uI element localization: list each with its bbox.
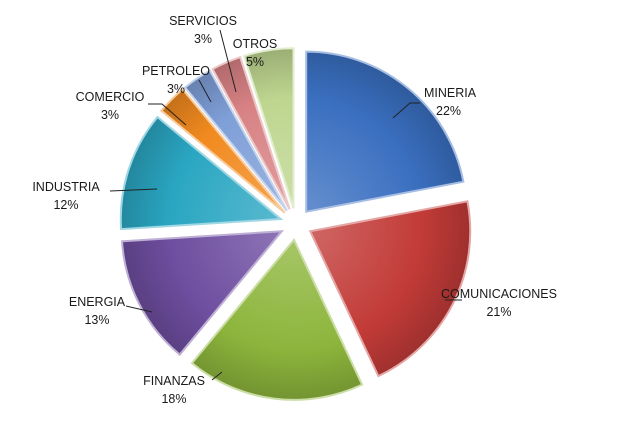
slice-name-label: MINERIA: [424, 86, 477, 100]
slice-label-comunicaciones: COMUNICACIONES 21%: [441, 287, 557, 319]
slice-name-label: FINANZAS: [143, 374, 205, 388]
leader-line-mineria: [392, 102, 420, 119]
slice-value-label: 12%: [53, 198, 78, 212]
leader-line-comercio: [148, 103, 187, 126]
pie-slice-finanzas: [190, 238, 364, 401]
pie-slice-mineria: [305, 50, 465, 213]
slice-label-servicios: SERVICIOS 3%: [169, 14, 237, 46]
slice-value-label: 3%: [101, 108, 119, 122]
pie-slice-comunicaciones: [308, 200, 472, 378]
leader-line-industria: [109, 188, 158, 192]
pie-slice-petroleo: [183, 69, 288, 212]
leader-line-finanzas: [211, 371, 223, 381]
pie-slice-servicios: [211, 55, 291, 210]
slice-value-label: 5%: [246, 55, 264, 69]
pie-slice-otros: [242, 47, 295, 209]
slice-value-label: 3%: [167, 82, 185, 96]
slice-label-petroleo: PETROLEO 3%: [142, 64, 210, 96]
slice-label-energia: ENERGIA 13%: [69, 295, 126, 327]
slice-name-label: PETROLEO: [142, 64, 210, 78]
slices-layer: [119, 47, 472, 401]
slice-label-comercio: COMERCIO 3%: [76, 90, 145, 122]
pie-slice-comercio: [159, 87, 286, 214]
slice-name-label: INDUSTRIA: [32, 180, 100, 194]
slice-label-mineria: MINERIA 22%: [424, 86, 477, 118]
slice-value-label: 22%: [436, 104, 461, 118]
slice-name-label: COMUNICACIONES: [441, 287, 557, 301]
slice-value-label: 3%: [194, 32, 212, 46]
slice-value-label: 21%: [486, 305, 511, 319]
slice-label-otros: OTROS 5%: [233, 37, 277, 69]
leader-lines-layer: [109, 29, 462, 381]
slice-name-label: ENERGIA: [69, 295, 126, 309]
leader-line-servicios: [219, 29, 237, 93]
slice-name-label: OTROS: [233, 37, 277, 51]
slice-value-label: 18%: [161, 392, 186, 406]
slice-name-label: COMERCIO: [76, 90, 145, 104]
pie-slice-industria: [119, 115, 284, 231]
labels-layer: MINERIA 22% COMUNICACIONES 21% FINANZAS 18% EN…: [32, 14, 557, 406]
leader-line-petroleo: [198, 79, 212, 103]
slice-label-finanzas: FINANZAS 18%: [143, 374, 205, 406]
slice-label-industria: INDUSTRIA 12%: [32, 180, 100, 212]
slice-value-label: 13%: [84, 313, 109, 327]
slice-name-label: SERVICIOS: [169, 14, 237, 28]
leader-line-energia: [125, 305, 153, 313]
pie-slice-energia: [120, 230, 284, 356]
